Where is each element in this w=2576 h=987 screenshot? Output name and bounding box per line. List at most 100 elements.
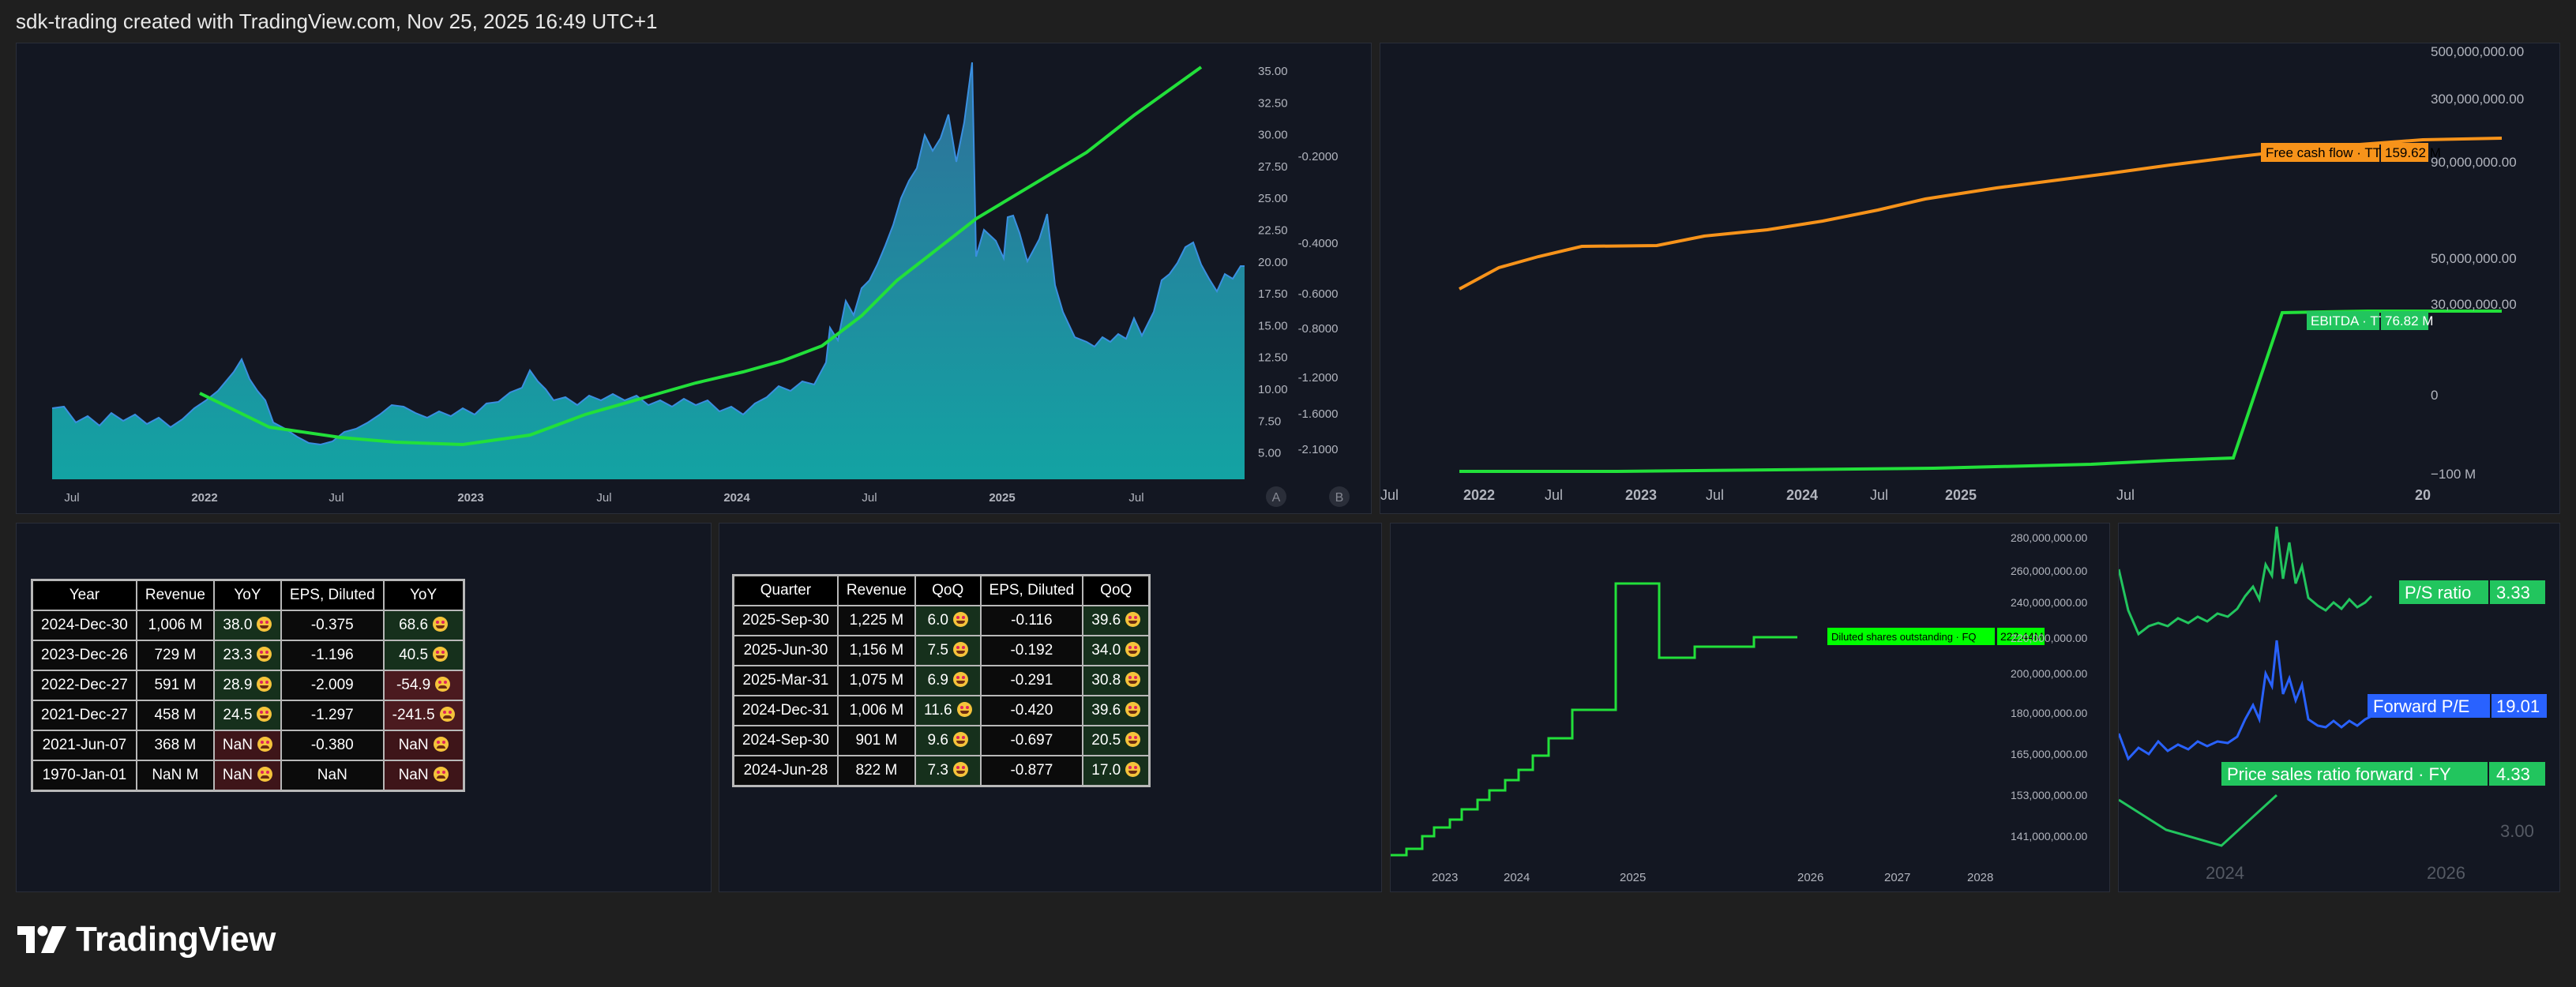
- time-tick: Jul: [329, 491, 344, 505]
- star-eyes-face-icon: [956, 702, 972, 717]
- svg-text:Diluted shares outstanding · F: Diluted shares outstanding · FQ: [1831, 631, 1977, 643]
- shares-outstanding-panel[interactable]: Diluted shares outstanding · FQ 222.44M …: [1390, 523, 2110, 892]
- year-cell: 2021-Jun-07: [31, 730, 137, 761]
- revenue-qoq-cell: 6.0: [914, 605, 982, 636]
- value-tick: 180,000,000.00: [2011, 707, 2088, 719]
- col-revenue: Revenue: [135, 579, 215, 611]
- quarter-cell-value: 2025-Jun-30: [743, 642, 828, 659]
- eps-cell-value: -1.297: [310, 707, 354, 723]
- price-sales-forward-label: Price sales ratio forward · FY 4.33: [2221, 762, 2545, 786]
- revenue-qoq-cell-value: 9.6: [927, 732, 948, 749]
- time-tick: Jul: [64, 491, 79, 505]
- svg-text:4.33: 4.33: [2496, 764, 2530, 784]
- table-row: 2024-Sep-30 901 M 9.6 -0.697 20.5: [732, 725, 1151, 756]
- revenue-cell: 1,006 M: [836, 695, 916, 726]
- revenue-cell: 1,075 M: [836, 665, 916, 696]
- revenue-qoq-cell: 7.3: [914, 755, 982, 787]
- price-chart[interactable]: 35.00 32.50 30.00 27.50 25.00 22.50 20.00 17.50…: [17, 43, 1372, 514]
- price-tick: 22.50: [1258, 224, 1288, 238]
- col-year: Year: [31, 579, 137, 611]
- eps-yoy-cell-value: NaN: [398, 767, 429, 783]
- svg-text:3.33: 3.33: [2496, 583, 2530, 602]
- time-tick: 20: [2415, 487, 2431, 503]
- time-tick: 2025: [1945, 487, 1977, 503]
- value-tick: 240,000,000.00: [2011, 596, 2088, 609]
- scale-button-a[interactable]: A: [1266, 486, 1286, 507]
- revenue-cell: 901 M: [836, 725, 916, 756]
- scale-button-b[interactable]: B: [1329, 486, 1350, 507]
- time-tick: Jul: [862, 491, 877, 505]
- eps-cell: NaN: [280, 760, 385, 792]
- forward-pe-line: [2119, 640, 2372, 761]
- star-eyes-face-icon: [1125, 612, 1141, 627]
- price-tick: 17.50: [1258, 287, 1288, 301]
- shares-label: Diluted shares outstanding · FQ 222.44M: [1827, 628, 2045, 645]
- revenue-cell: NaN M: [135, 760, 215, 792]
- shares-step-line: [1391, 582, 1797, 857]
- col-quarter: Quarter: [732, 574, 839, 606]
- svg-text:Free cash flow · TTM: Free cash flow · TTM: [2266, 145, 2392, 160]
- table-row: 1970-Jan-01 NaN M NaN NaN NaN: [31, 760, 465, 792]
- cashflow-chart-panel[interactable]: Free cash flow · TTM 159.62 M EBITDA · T…: [1380, 43, 2560, 514]
- eps-cell: -1.196: [280, 640, 385, 671]
- revenue-qoq-cell-value: 6.0: [927, 612, 948, 629]
- valuation-ratios-chart[interactable]: P/S ratio 3.33 Forward P/E 19.01 Price s…: [2119, 524, 2560, 892]
- star-eyes-face-icon: [1125, 672, 1141, 687]
- cashflow-chart[interactable]: Free cash flow · TTM 159.62 M EBITDA · T…: [1380, 43, 2560, 514]
- quarter-cell: 2025-Sep-30: [732, 605, 839, 636]
- shares-outstanding-chart[interactable]: Diluted shares outstanding · FQ 222.44M …: [1391, 524, 2110, 892]
- price-tick: 20.00: [1258, 256, 1288, 269]
- svg-text:Forward P/E: Forward P/E: [2373, 696, 2469, 716]
- revenue-cell-value: 729 M: [154, 647, 197, 663]
- time-tick: Jul: [596, 491, 611, 505]
- year-cell: 2024-Dec-30: [31, 610, 137, 641]
- value-tick: 90,000,000.00: [2431, 155, 2517, 170]
- revenue-cell-value: 1,006 M: [849, 702, 904, 719]
- quarter-cell: 2024-Jun-28: [732, 755, 839, 787]
- star-eyes-face-icon: [257, 617, 272, 632]
- eps-qoq-cell-value: 30.8: [1091, 672, 1121, 689]
- svg-text:EBITDA · TTM: EBITDA · TTM: [2311, 313, 2398, 328]
- eps-cell-value: -1.196: [310, 647, 354, 663]
- eps-cell: -0.291: [979, 665, 1084, 696]
- revenue-yoy-cell: 23.3: [212, 640, 282, 671]
- eps-axis: -0.2000 -0.4000 -0.6000 -0.8000 -1.2000 -1.60…: [1298, 150, 1339, 456]
- eps-qoq-cell-value: 20.5: [1091, 732, 1121, 749]
- revenue-cell-value: 901 M: [855, 732, 898, 749]
- eps-cell-value: NaN: [317, 767, 347, 783]
- time-tick: 2023: [1432, 871, 1458, 884]
- eps-yoy-cell: 68.6: [382, 610, 465, 641]
- price-chart-panel[interactable]: 35.00 32.50 30.00 27.50 25.00 22.50 20.00 17.50…: [16, 43, 1372, 514]
- eps-qoq-cell-value: 34.0: [1091, 642, 1121, 659]
- eps-cell-value: -2.009: [310, 677, 354, 693]
- star-eyes-face-icon: [257, 677, 272, 692]
- value-tick: 220,000,000.00: [2011, 632, 2088, 644]
- eps-cell: -0.375: [280, 610, 385, 641]
- revenue-yoy-cell-value: 38.0: [223, 617, 253, 633]
- star-eyes-face-icon: [1125, 642, 1141, 657]
- revenue-cell: 591 M: [135, 670, 215, 701]
- time-axis: Jul 2022 Jul 2023 Jul 2024 Jul 2025 Jul: [64, 491, 1143, 505]
- forward-pe-label: Forward P/E 19.01: [2368, 694, 2547, 718]
- star-eyes-face-icon: [952, 642, 968, 657]
- valuation-ratios-panel[interactable]: P/S ratio 3.33 Forward P/E 19.01 Price s…: [2118, 523, 2560, 892]
- star-eyes-face-icon: [433, 647, 449, 662]
- eps-yoy-cell-value: NaN: [398, 737, 429, 753]
- time-tick: 2027: [1884, 871, 1910, 884]
- tradingview-logo-text: TradingView: [76, 920, 276, 959]
- star-eyes-face-icon: [257, 647, 272, 662]
- price-tick: 27.50: [1258, 160, 1288, 174]
- eps-cell: -0.380: [280, 730, 385, 761]
- eps-trend-line: [199, 66, 1203, 447]
- value-axis: 500,000,000.00 300,000,000.00 90,000,000.0…: [2431, 44, 2524, 482]
- eps-cell: -0.420: [979, 695, 1084, 726]
- eps-cell-value: -0.420: [1010, 702, 1053, 719]
- eps-cell-value: -0.116: [1011, 612, 1053, 629]
- revenue-yoy-cell-value: 28.9: [223, 677, 253, 693]
- value-tick: 200,000,000.00: [2011, 667, 2088, 680]
- price-tick: 10.00: [1258, 383, 1288, 396]
- price-line: [51, 62, 1245, 446]
- tradingview-logo[interactable]: TradingView: [17, 920, 276, 959]
- sad-face-icon: [439, 707, 455, 722]
- sad-face-icon: [433, 737, 449, 752]
